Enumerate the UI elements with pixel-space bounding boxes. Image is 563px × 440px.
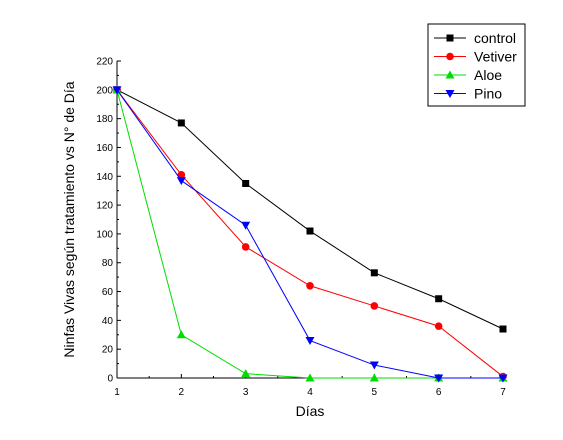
y-tick-label: 140 <box>96 172 113 183</box>
data-point-vetiver <box>306 281 314 290</box>
data-point-control <box>306 227 314 235</box>
x-tick-label: 6 <box>436 387 442 398</box>
data-point-control <box>499 325 507 333</box>
data-point-control <box>242 179 250 187</box>
data-point-pino <box>498 374 508 383</box>
data-point-pino <box>176 177 186 186</box>
data-point-pino <box>112 86 122 95</box>
data-point-pino <box>369 361 379 370</box>
legend-label-control: control <box>474 30 516 46</box>
y-tick-label: 180 <box>96 114 113 125</box>
data-point-vetiver <box>241 243 250 251</box>
data-point-control <box>370 269 378 277</box>
x-axis-title: Días <box>296 403 325 419</box>
legend-marker-pino <box>445 90 455 98</box>
legend-marker-control <box>446 34 454 42</box>
data-point-aloe <box>176 330 186 339</box>
y-tick-label: 160 <box>96 143 113 154</box>
series-control <box>113 86 507 333</box>
data-point-pino <box>241 221 251 230</box>
data-point-vetiver <box>370 302 379 310</box>
series-pino <box>112 86 508 383</box>
x-tick-label: 4 <box>307 387 313 398</box>
y-tick-label: 200 <box>96 85 113 96</box>
legend-label-aloe: Aloe <box>474 67 502 83</box>
y-tick-label: 20 <box>102 345 114 356</box>
data-point-pino <box>305 337 315 346</box>
legend: control Vetiver Aloe Pino <box>427 23 526 107</box>
y-tick-label: 40 <box>102 316 114 327</box>
data-point-vetiver <box>434 322 443 330</box>
x-tick-label: 1 <box>114 387 120 398</box>
data-point-pino <box>434 374 444 383</box>
data-point-aloe <box>369 373 379 382</box>
y-tick-label: 60 <box>102 287 114 298</box>
x-tick-label: 7 <box>500 387 506 398</box>
axes: 0 20 40 60 80 100 120 140 160 180 200 220 1 2 3 4 5 6 7 <box>96 57 506 399</box>
legend-marker-aloe <box>445 70 455 79</box>
legend-label-vetiver: Vetiver <box>474 49 517 65</box>
x-tick-label: 3 <box>243 387 249 398</box>
legend-marker-vetiver <box>446 52 454 61</box>
y-tick-label: 80 <box>102 258 114 269</box>
y-axis-title: Ninfas Vivas según tratamiento vs N° de … <box>61 81 77 357</box>
data-point-vetiver <box>177 171 186 179</box>
data-point-aloe <box>241 369 251 378</box>
y-tick-label: 0 <box>107 374 113 385</box>
legend-label-pino: Pino <box>474 86 502 102</box>
data-point-control <box>435 295 443 303</box>
x-tick-label: 5 <box>372 387 378 398</box>
series-layer <box>112 85 508 383</box>
y-tick-label: 220 <box>96 57 113 68</box>
series-line-control <box>116 89 504 330</box>
y-tick-label: 120 <box>96 201 113 212</box>
y-tick-label: 100 <box>96 229 113 240</box>
data-point-control <box>177 119 185 127</box>
data-point-aloe <box>305 373 315 382</box>
x-tick-label: 2 <box>179 387 185 398</box>
